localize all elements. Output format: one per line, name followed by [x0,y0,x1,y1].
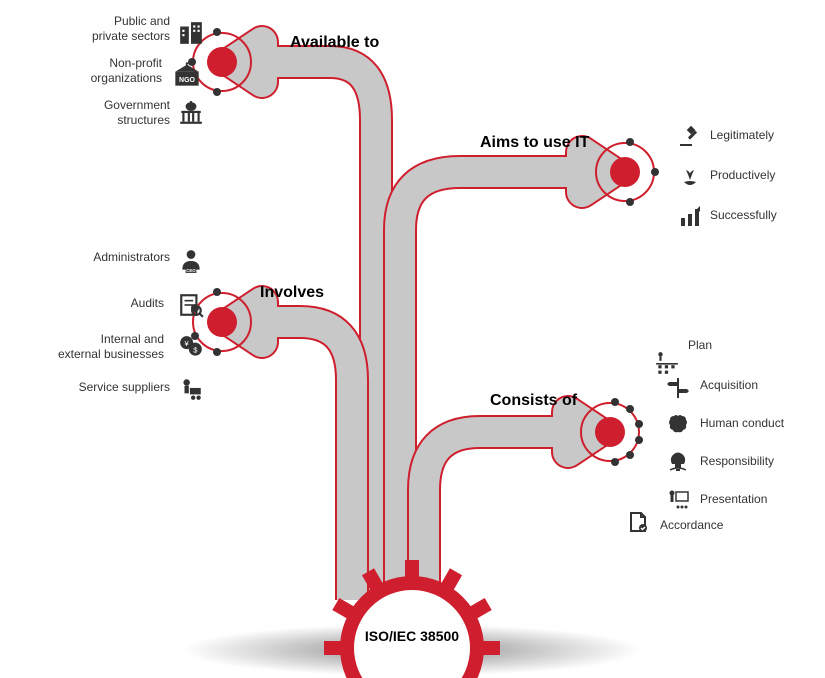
item-label-consists-3: Responsibility [700,454,825,469]
svg-text:CEO: CEO [186,268,196,273]
audit-icon [178,292,204,318]
branch-title-aims: Aims to use IT [480,134,589,152]
ngo-icon: NGO [173,60,201,88]
signpost-icon [666,376,690,400]
item-label-consists-2: Human conduct [700,416,825,431]
hub-dot [626,451,634,459]
hub-dot [213,348,221,356]
item-label-involves-3: Service suppliers [50,380,170,395]
overlay-layer: ISO/IEC 38500 Available to Public and priv… [0,0,825,678]
branch-title-involves: Involves [260,284,324,302]
gear-label: ISO/IEC 38500 [342,628,482,644]
buildings-icon [178,20,204,46]
item-label-available-0: Public and private sectors [70,14,170,44]
present-icon [666,488,690,512]
svg-text:NGO: NGO [179,77,196,84]
item-label-involves-2: Internal and external businesses [14,332,164,362]
item-label-available-1: Non-profit organizations [62,56,162,86]
item-label-consists-1: Acquisition [700,378,810,393]
hub-dot [213,88,221,96]
cart-icon [178,376,204,402]
plant-icon [678,164,702,188]
ceo-icon: CEO [178,248,204,274]
hub-consists [580,402,640,462]
doc-icon [626,510,650,534]
item-label-consists-4: Presentation [700,492,820,507]
hub-dot [635,420,643,428]
branch-title-consists: Consists of [490,392,577,410]
hub-aims [595,142,655,202]
diagram-root: { "canvas": {"w": 825, "h": 678, "backgr… [0,0,825,678]
bulb-icon [666,450,690,474]
capitol-icon [178,100,204,126]
hub-dot [626,198,634,206]
hub-dot [651,168,659,176]
item-label-consists-5: Accordance [660,518,770,533]
hub-dot [611,458,619,466]
gavel-icon [678,124,702,148]
plan-icon [654,350,680,376]
branch-title-available: Available to [290,34,379,52]
hub-dot [635,436,643,444]
item-label-involves-1: Audits [104,296,164,311]
item-label-involves-0: Administrators [60,250,170,265]
money-icon: ¥$ [178,334,204,360]
item-label-aims-0: Legitimately [710,128,820,143]
chart-icon [678,204,702,228]
item-label-aims-1: Productively [710,168,820,183]
item-label-aims-2: Successfully [710,208,820,223]
item-label-consists-0: Plan [688,338,788,353]
item-label-available-2: Government structures [70,98,170,128]
brain-icon [666,412,690,436]
